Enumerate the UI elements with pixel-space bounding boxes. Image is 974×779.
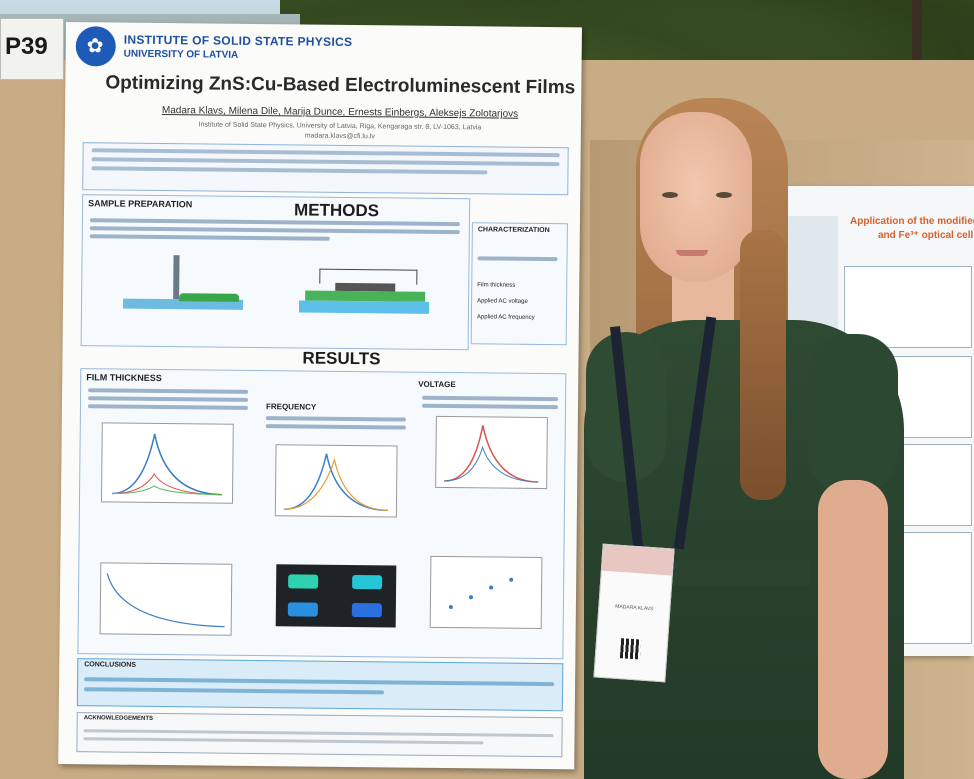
poster-authors: Madara Klavs, Milena Dile, Marija Dunce,… [161,105,519,120]
characterization-heading: CHARACTERIZATION [477,226,550,235]
frequency-heading: FREQUENCY [265,402,317,412]
film-layer [179,293,240,302]
voltage-heading: VOLTAGE [418,379,456,390]
voltage-spectrum-plot [435,415,548,490]
results-heading: RESULTS [302,348,381,369]
conclusions-heading: CONCLUSIONS [84,661,137,669]
decay-curve [106,573,225,628]
thickness-spectrum-plot [100,422,234,504]
person-sleeve-right [808,334,898,494]
film-thickness-heading: FILM THICKNESS [86,372,162,384]
person-eye [716,192,732,198]
conclusions-box: CONCLUSIONS [76,658,564,712]
doctor-blade-diagram [123,255,244,326]
characterization-item: Film thickness [477,282,516,289]
institute-name: INSTITUTE OF SOLID STATE PHYSICS [123,32,353,49]
sample-glow [287,602,318,617]
device-stack-diagram [298,264,430,329]
person-ponytail [740,230,786,500]
ito-layer [298,300,430,314]
person-arm [818,480,888,779]
qr-code-icon [619,638,642,660]
decay-plot [99,562,233,636]
person-eye [662,192,678,198]
person-face [640,112,752,282]
characterization-item: Applied AC voltage [477,298,528,305]
text-line [91,157,560,167]
methods-heading: METHODS [293,200,380,221]
sample-glow [351,603,382,618]
text-line [477,256,558,262]
text-line [83,687,385,695]
blade [173,255,180,300]
main-poster: INSTITUTE OF SOLID STATE PHYSICS UNIVERS… [58,22,582,770]
sample-glow [352,575,383,590]
characterization-item: Applied AC frequency [476,314,535,321]
badge-header [601,544,674,576]
text-line [91,148,560,158]
institute-logo-icon [75,26,116,67]
spectrum-curves [444,425,539,483]
side-poster-title: Application of the modified [850,216,974,227]
sample-glow [288,574,319,589]
frequency-spectrum-plot [274,444,398,518]
university-name: UNIVERSITY OF LATVIA [123,48,239,61]
scatter-points [448,577,514,610]
voltage-dependence-plot [429,555,543,630]
text-line [84,677,555,687]
acknowledgements-box: ACKNOWLEDGEMENTS [76,712,563,758]
badge-name: MADARA KLAVS [615,603,654,613]
person-mouth [676,250,708,256]
name-badge: MADARA KLAVS [593,543,675,683]
dress-belt [660,560,810,586]
wire [319,268,418,285]
text-line [83,729,554,738]
poster-title: Optimizing ZnS:Cu-Based Electroluminesce… [105,72,576,99]
spectrum-curves [283,453,388,512]
sample-preparation-heading: SAMPLE PREPARATION [88,198,193,210]
text-line [83,737,484,745]
abstract-box [82,142,569,196]
spectrum-curves [112,433,223,496]
board-number: P39 [5,33,48,60]
acknowledgements-heading: ACKNOWLEDGEMENTS [83,715,154,722]
text-line [91,166,488,175]
poster-email: madara.klavs@cfi.lu.lv [304,132,375,141]
board-number-tag: P39 [0,18,64,80]
side-poster-title-2: and Fe³⁺ optical cell [878,230,974,241]
sample-photos [275,564,397,628]
